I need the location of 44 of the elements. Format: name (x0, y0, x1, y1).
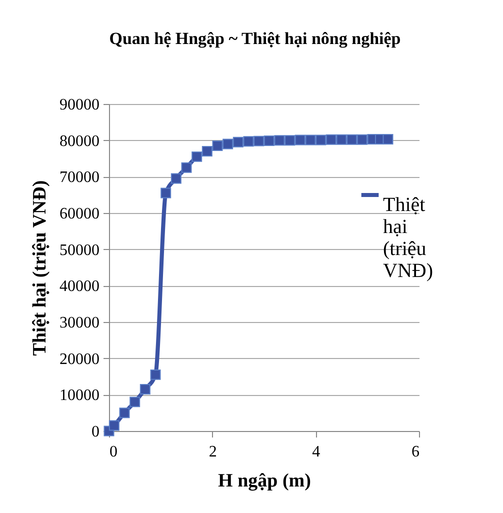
x-tick-label: 0 (110, 444, 118, 460)
point (284, 135, 296, 146)
point (150, 369, 161, 380)
point (140, 384, 150, 394)
x-tick-label: 6 (412, 444, 420, 460)
x-tick-label: 2 (208, 444, 217, 460)
y-tick-label: 80000 (60, 132, 100, 150)
point (130, 396, 140, 408)
chart-title: Quan hệ Hngập ~ Thiệt hại nông nghiệp (108, 28, 402, 49)
point (336, 134, 347, 145)
x-tick-label: 4 (312, 444, 320, 460)
y-tick-label: 10000 (60, 387, 100, 404)
legend-label: Thiệt hại (triệu VNĐ) (383, 194, 433, 282)
y-tick-label: 30000 (60, 314, 100, 332)
point (222, 138, 234, 150)
y-tick-label: 50000 (60, 242, 100, 259)
y-tick-label: 0 (92, 424, 100, 440)
point (382, 134, 394, 144)
point (119, 408, 130, 418)
y-tick-label: 90000 (60, 96, 100, 114)
point (192, 151, 202, 162)
x-axis-title: H ngập (m) (218, 470, 311, 492)
point (326, 134, 336, 145)
point (212, 140, 223, 152)
point (181, 162, 192, 173)
y-tick-label: 60000 (60, 206, 100, 222)
point (243, 136, 254, 147)
point (264, 135, 274, 146)
point (294, 134, 306, 146)
y-tick-label: 20000 (60, 350, 100, 368)
point (346, 134, 358, 145)
point (232, 136, 244, 148)
point (254, 136, 264, 146)
point (305, 134, 316, 146)
y-tick-label: 40000 (60, 278, 100, 296)
point (170, 173, 182, 184)
point (274, 135, 285, 146)
point (316, 134, 326, 146)
point (356, 134, 368, 145)
point (108, 420, 120, 431)
y-axis-title: Thiệt hại (triệu VNĐ) (30, 180, 50, 356)
y-tick-label: 70000 (60, 169, 100, 186)
point (160, 188, 172, 198)
point (202, 146, 212, 156)
